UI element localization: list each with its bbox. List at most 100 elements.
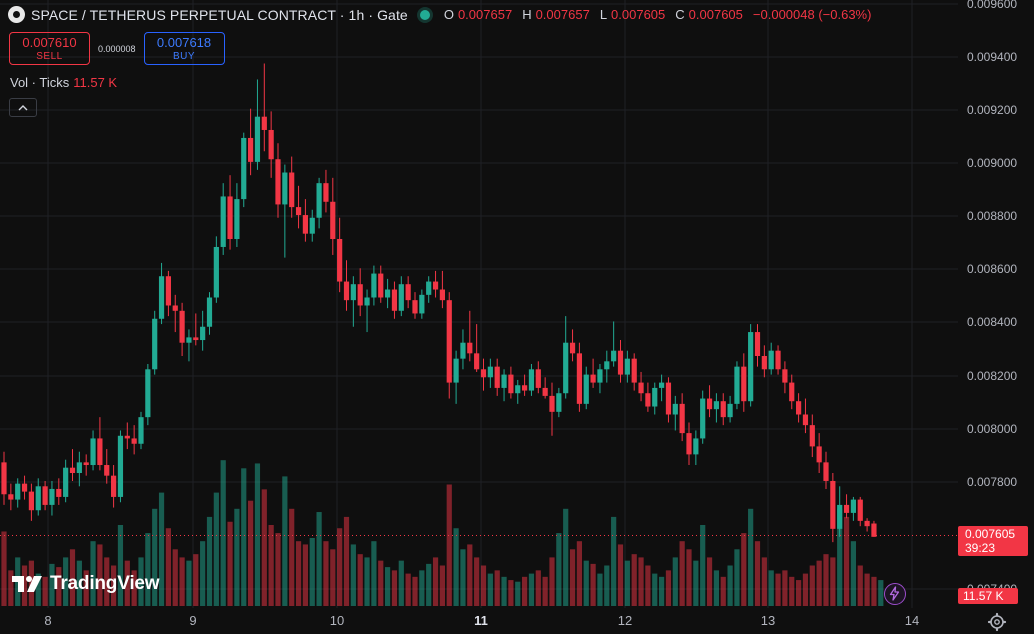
tradingview-logo-icon [12, 576, 42, 592]
symbol-logo-icon [8, 6, 25, 23]
lightning-button[interactable] [884, 583, 906, 605]
volume-bar [111, 565, 117, 606]
volume-bar [611, 516, 617, 606]
price-candles [1, 63, 877, 543]
candle-body [857, 499, 863, 521]
price-axis-tick: 0.008000 [967, 422, 1018, 436]
candle-body [474, 353, 480, 370]
candle-body [152, 318, 158, 370]
candle-body [789, 382, 795, 402]
candle-body [720, 401, 726, 418]
price-axis-tick: 0.007800 [967, 475, 1018, 489]
candle-body [268, 129, 274, 160]
candle [446, 292, 452, 399]
price-axis[interactable]: 0.009600 0.009400 0.009200 0.009000 0.008800… [958, 0, 1034, 608]
volume-bar [364, 557, 370, 606]
gear-icon[interactable] [987, 612, 1007, 632]
symbol-title[interactable]: SPACE / TETHERUS PERPETUAL CONTRACT · 1h… [31, 6, 408, 23]
volume-bar [576, 541, 582, 606]
volume-bar [21, 565, 28, 606]
volume-bar [412, 576, 418, 606]
candle [282, 164, 288, 258]
candle [15, 478, 21, 508]
candle [316, 177, 322, 229]
candle-body [843, 504, 850, 513]
candle [761, 345, 767, 378]
candle [645, 382, 651, 412]
chart-grid [0, 0, 958, 608]
buy-price: 0.007618 [156, 35, 212, 50]
time-axis-tick: 9 [189, 613, 197, 628]
candle-body [576, 353, 582, 404]
volume-bar [700, 525, 706, 606]
volume-bar [1, 531, 7, 606]
tradingview-logo[interactable]: TradingView [12, 573, 160, 595]
candle [569, 329, 576, 362]
collapse-legend-button[interactable] [9, 98, 37, 117]
volume-bar [871, 576, 877, 606]
candlestick-chart[interactable] [0, 0, 958, 608]
volume-bar [809, 565, 815, 606]
candle [775, 345, 781, 375]
candle-body [659, 382, 665, 388]
last-price-value: 0.007605 [965, 527, 1016, 541]
candle-body [830, 480, 836, 529]
candle-body [350, 284, 356, 301]
candle [330, 177, 336, 255]
candle-body [741, 366, 747, 402]
volume-legend[interactable]: Vol · Ticks 11.57 K [10, 75, 117, 90]
candle-body [158, 276, 165, 319]
volume-bar [501, 576, 507, 606]
candle-body [35, 486, 41, 511]
volume-bar [857, 565, 863, 606]
candle-body [76, 462, 82, 473]
volume-bar [748, 508, 754, 606]
candle-body [611, 350, 617, 362]
price-axis-tick: 0.008600 [967, 262, 1018, 276]
price-axis-tick: 0.008200 [967, 369, 1018, 383]
candle-body [652, 387, 658, 407]
candle-body [693, 438, 699, 455]
candle [823, 451, 829, 489]
volume-bar [158, 492, 165, 606]
volume-bar [665, 570, 672, 606]
candle-body [487, 366, 493, 378]
candle [501, 369, 507, 402]
candle-body [261, 116, 267, 130]
volume-bar [220, 460, 226, 606]
candle-body [97, 438, 103, 466]
volume-bar [775, 573, 781, 606]
candle [597, 363, 603, 394]
candle-body [69, 467, 76, 473]
candle-body [42, 486, 48, 505]
volume-bar [754, 541, 761, 606]
candle-body [282, 172, 288, 205]
volume-bar [419, 570, 425, 606]
candle-body [604, 361, 610, 370]
candle [124, 422, 130, 450]
market-status-icon[interactable] [419, 9, 430, 20]
candle-body [378, 273, 384, 298]
candle [576, 342, 582, 412]
volume-bar [302, 544, 308, 606]
candle [220, 183, 226, 255]
candle [556, 387, 562, 418]
candle [542, 377, 548, 399]
candle [343, 260, 350, 311]
candle [21, 475, 28, 500]
volume-bar [254, 463, 261, 606]
volume-bar [172, 549, 178, 606]
volume-bar [679, 541, 685, 606]
buy-button[interactable]: 0.007618 BUY [143, 32, 225, 65]
volume-bar [789, 576, 795, 606]
volume-bar [378, 560, 384, 606]
time-axis-tick: 8 [44, 613, 52, 628]
sell-button[interactable]: 0.007610 SELL [9, 32, 90, 65]
candle-body [528, 369, 535, 391]
volume-bar [741, 533, 747, 606]
candle [90, 430, 96, 471]
volume-bar [295, 541, 302, 606]
volume-bar [227, 521, 233, 606]
candle [138, 411, 144, 450]
time-axis[interactable]: 8 9 10 11 12 13 14 [0, 608, 958, 634]
